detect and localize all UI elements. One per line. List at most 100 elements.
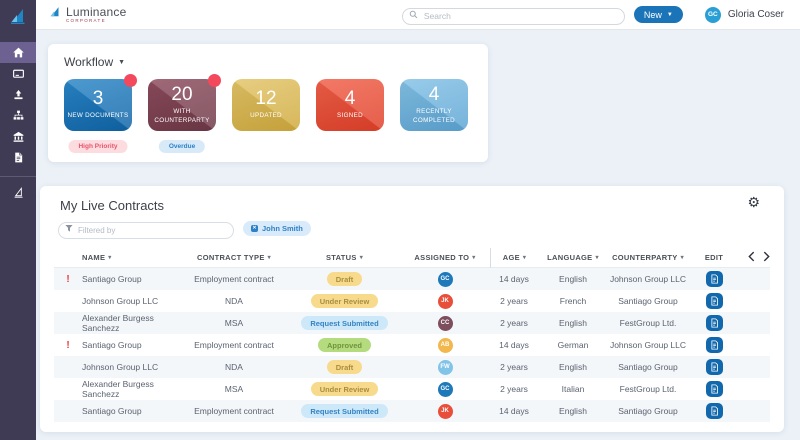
status-badge: Request Submitted xyxy=(301,404,388,418)
edit-button[interactable] xyxy=(705,359,723,375)
workflow-card-label: WITH COUNTERPARTY xyxy=(154,108,210,124)
status-badge: Draft xyxy=(326,360,363,374)
workflow-card-label: SIGNED xyxy=(337,112,363,120)
table-row[interactable]: Alexander Burgess Sanchezz MSA Request Sub… xyxy=(54,312,770,334)
settings-button[interactable]: ⚙ xyxy=(741,194,766,210)
header-label: CONTRACT TYPE xyxy=(197,253,265,262)
sidebar-item-home[interactable] xyxy=(0,42,36,63)
workflow-title[interactable]: Workflow ▼ xyxy=(64,55,472,69)
gear-icon: ⚙ xyxy=(747,194,760,210)
cell-status: Under Review xyxy=(289,382,400,396)
header-cell-language[interactable]: LANGUAGE ▾ xyxy=(538,253,608,262)
workflow-card-3[interactable]: 4 SIGNED xyxy=(316,79,384,131)
luminance-sail-icon xyxy=(48,4,62,25)
cell-name: Santiago Group xyxy=(82,406,142,416)
sidebar-logo[interactable] xyxy=(0,0,36,36)
cell-age: 2 years xyxy=(500,296,528,306)
workflow-cards: 3 NEW DOCUMENTS 20 WITH COUNTERPARTY 12 UPDAT… xyxy=(64,74,472,131)
workflow-card-label: RECENTLY COMPLETED xyxy=(413,108,455,124)
header-label: NAME xyxy=(82,253,106,262)
search-input[interactable] xyxy=(401,7,625,25)
new-button[interactable]: New ▼ xyxy=(633,6,683,23)
edit-button[interactable] xyxy=(705,381,723,397)
edit-document-icon xyxy=(710,360,719,375)
table-row[interactable]: Johnson Group LLC NDA Under Review JK 2 year… xyxy=(54,290,770,312)
table-row[interactable]: Johnson Group LLC NDA Draft FW 2 years Englis… xyxy=(54,356,770,378)
workflow-card-label: UPDATED xyxy=(250,112,282,120)
sort-caret-icon: ▾ xyxy=(267,255,271,261)
workflow-title-label: Workflow xyxy=(64,55,114,69)
bank-icon xyxy=(12,130,25,143)
header-cell-counterparty[interactable]: COUNTERPARTY ▾ xyxy=(608,253,688,262)
cell-counterparty: FestGroup Ltd. xyxy=(619,384,677,394)
chip-remove-icon[interactable]: ✕ xyxy=(251,225,258,232)
table-row[interactable]: ! Santiago Group Employment contract Approv… xyxy=(54,334,770,356)
chevron-left-icon xyxy=(748,250,755,265)
edit-button[interactable] xyxy=(705,315,723,331)
filter-chip-john-smith[interactable]: ✕ John Smith xyxy=(243,221,311,236)
cell-contract-type: Employment contract xyxy=(194,274,274,284)
new-button-label: New xyxy=(643,9,662,20)
sidebar-item-contracts[interactable] xyxy=(0,63,36,84)
cell-name: Johnson Group LLC xyxy=(82,362,159,372)
next-page-button[interactable] xyxy=(763,250,770,265)
sidebar-item-documents[interactable] xyxy=(0,147,36,168)
edit-button[interactable] xyxy=(705,271,723,287)
sidebar-item-structure[interactable] xyxy=(0,105,36,126)
user-menu[interactable]: GC Gloria Coser xyxy=(704,6,784,23)
workflow-card-4[interactable]: 4 RECENTLY COMPLETED xyxy=(400,79,468,131)
cell-language: English xyxy=(559,274,587,284)
cell-urgent: ! xyxy=(54,340,82,351)
cell-language: English xyxy=(559,406,587,416)
upload-icon xyxy=(12,88,25,101)
edit-button[interactable] xyxy=(705,293,723,309)
sidebar-item-upload[interactable] xyxy=(0,84,36,105)
workflow-card-value: 3 xyxy=(92,88,104,110)
cell-assigned-to: FW xyxy=(400,359,490,375)
header-cell-assigned-to[interactable]: ASSIGNED TO ▾ xyxy=(400,253,490,262)
header-cell-edit: EDIT xyxy=(688,253,740,262)
cell-name: Santiago Group xyxy=(82,340,142,350)
header-cell-age[interactable]: AGE ▾ xyxy=(490,247,538,268)
chevron-down-icon: ▼ xyxy=(118,58,126,66)
cell-edit xyxy=(688,337,740,353)
header-cell-status[interactable]: STATUS ▾ xyxy=(289,253,400,262)
cell-urgent: ! xyxy=(54,274,82,285)
topbar: Luminance CORPORATE New ▼ GC Gloria Cose… xyxy=(36,0,800,30)
topbar-brand: Luminance CORPORATE xyxy=(48,4,127,25)
edit-button[interactable] xyxy=(705,403,723,419)
assignee-avatar: JK xyxy=(437,293,453,309)
sidebar-item-luminance-sail[interactable] xyxy=(0,182,36,203)
workflow-card-2[interactable]: 12 UPDATED xyxy=(232,79,300,131)
cell-counterparty: Santiago Group xyxy=(618,362,678,372)
contracts-title: My Live Contracts xyxy=(60,198,165,213)
status-badge: Under Review xyxy=(310,382,379,396)
sort-caret-icon: ▾ xyxy=(680,255,684,261)
filter-input[interactable] xyxy=(58,222,234,239)
contracts-panel: My Live Contracts ⚙ ✕ John Smith NAME▾CO… xyxy=(40,186,784,432)
table-row[interactable]: Santiago Group Employment contract Request… xyxy=(54,400,770,422)
sort-caret-icon: ▾ xyxy=(595,255,599,261)
sidebar-divider xyxy=(0,176,36,177)
sidebar-item-organisation[interactable] xyxy=(0,126,36,147)
workflow-status-badge: Overdue xyxy=(158,140,206,153)
sort-caret-icon: ▾ xyxy=(359,255,363,261)
urgent-icon: ! xyxy=(66,339,70,351)
header-cell-name[interactable]: NAME ▾ xyxy=(82,253,179,262)
cell-age: 2 years xyxy=(500,384,528,394)
cell-contract-type: NDA xyxy=(225,362,243,372)
workflow-card-1[interactable]: 20 WITH COUNTERPARTY xyxy=(148,74,221,131)
cell-contract-type: MSA xyxy=(224,318,244,328)
notification-dot-icon xyxy=(208,74,221,87)
header-label: LANGUAGE xyxy=(547,253,593,262)
edit-button[interactable] xyxy=(705,337,723,353)
table-row[interactable]: Alexander Burgess Sanchezz MSA Under Revie… xyxy=(54,378,770,400)
assignee-avatar: CC xyxy=(437,315,453,331)
table-row[interactable]: ! Santiago Group Employment contract Draft G… xyxy=(54,268,770,290)
header-cell-contract-type[interactable]: CONTRACT TYPE ▾ xyxy=(179,253,289,262)
header-label: EDIT xyxy=(704,253,724,262)
urgent-icon: ! xyxy=(66,273,70,285)
prev-page-button[interactable] xyxy=(748,250,755,265)
sidebar-nav xyxy=(0,42,36,168)
workflow-card-0[interactable]: 3 NEW DOCUMENTS xyxy=(64,74,137,131)
